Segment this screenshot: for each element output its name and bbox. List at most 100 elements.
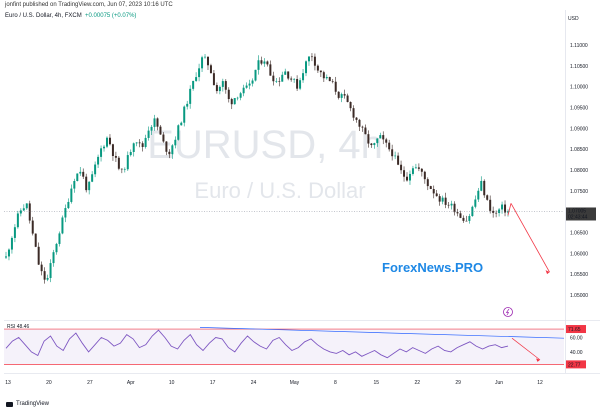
candle-body — [70, 188, 73, 202]
candle-body — [221, 81, 224, 87]
candle-body — [480, 180, 483, 191]
candle-body — [429, 186, 432, 190]
price-change: +0.00075 (+0.07%) — [85, 13, 137, 19]
rsi-trendline — [199, 326, 565, 339]
candle-body — [147, 130, 150, 138]
rsi-band — [4, 329, 564, 365]
candle-body — [73, 181, 76, 189]
candle-body — [394, 155, 397, 157]
candle-body — [444, 197, 447, 205]
candle-body — [117, 157, 120, 169]
price-tick-label: 1.05500 — [570, 272, 588, 278]
time-tick-label: 12 — [537, 380, 543, 386]
candle-body — [319, 70, 322, 73]
price-tick-label: 1.08000 — [570, 168, 588, 174]
tradingview-logo[interactable]: TradingView — [6, 401, 49, 407]
candle-body — [209, 65, 212, 74]
candle-body — [144, 137, 147, 147]
rsi-band-fill — [4, 329, 564, 365]
candle-body — [19, 210, 22, 214]
rsi-forecast-arrow — [511, 337, 541, 361]
candle-body — [114, 155, 117, 158]
candle-body — [94, 164, 97, 175]
rsi-level-label: 22.77 — [568, 362, 581, 368]
last-price-countdown: 02:43:44 — [568, 214, 588, 220]
candle-body — [224, 81, 227, 90]
candle-body — [299, 80, 302, 89]
candle-body — [260, 60, 263, 64]
candle-body — [305, 61, 308, 74]
candle-body — [85, 176, 88, 191]
candle-body — [52, 252, 55, 264]
candle-body — [25, 203, 28, 209]
candle-body — [340, 94, 343, 98]
candle-body — [7, 249, 10, 257]
watermark-symbol: EURUSD, 4h — [147, 123, 383, 167]
tv-logo-icon — [6, 401, 13, 407]
candle-body — [453, 203, 456, 213]
rsi-level-label: 71.65 — [568, 327, 581, 333]
candle-body — [364, 127, 367, 135]
axes: USD 1.11000 1.10500 1.10000 1.09500 1.09000 1.… — [4, 10, 600, 386]
candle-body — [325, 77, 328, 79]
candle-body — [103, 146, 106, 149]
rsi-level-badge — [566, 325, 586, 334]
candle-body — [379, 135, 382, 139]
time-tick-label: 8 — [334, 380, 337, 386]
candle-body — [174, 139, 177, 146]
candle-body — [322, 72, 325, 79]
candle-body — [165, 141, 168, 152]
price-tick-label: 1.08500 — [570, 147, 588, 153]
candle-body — [483, 180, 486, 196]
candle-body — [376, 138, 379, 144]
rsi-line — [5, 329, 509, 359]
watermark-name: Euro / U.S. Dollar — [194, 178, 365, 203]
candle-body — [397, 155, 400, 165]
forecast-arrow — [510, 203, 550, 273]
candle-body — [296, 79, 299, 89]
candle-body — [215, 85, 218, 92]
time-tick-label: 17 — [210, 380, 216, 386]
candle-body — [316, 65, 319, 71]
candle-body — [105, 137, 108, 147]
candle-body — [474, 199, 477, 207]
price-unit: USD — [568, 16, 579, 22]
candle-body — [123, 169, 126, 170]
candle-body — [100, 148, 103, 157]
time-tick-label: 20 — [46, 380, 52, 386]
candle-body — [49, 263, 52, 278]
candle-body — [307, 56, 310, 62]
candle-body — [135, 142, 138, 144]
candle-body — [198, 68, 201, 78]
time-tick-label: 22 — [414, 380, 420, 386]
price-tick-label: 1.05000 — [570, 293, 588, 299]
candle-body — [420, 168, 423, 172]
lightning-icon[interactable] — [503, 307, 513, 317]
time-tick-label: 15 — [374, 380, 380, 386]
candle-body — [501, 204, 504, 210]
candle-body — [76, 173, 79, 182]
candle-body — [435, 193, 438, 197]
candle-body — [406, 176, 409, 181]
symbol-line: Euro / U.S. Dollar, 4h, FXCM +0.00075 (+… — [5, 13, 136, 19]
candle-body — [230, 99, 233, 105]
candle-body — [245, 85, 248, 88]
candle-body — [349, 102, 352, 109]
candle-body — [272, 75, 275, 82]
candle-body — [195, 77, 198, 81]
brand-watermark: ForexNews.PRO — [382, 260, 483, 275]
candle-body — [343, 94, 346, 96]
candle-body — [269, 64, 272, 76]
candle-body — [251, 80, 254, 84]
candle-body — [22, 208, 25, 211]
candle-body — [28, 203, 31, 221]
candle-body — [64, 208, 67, 218]
candle-body — [462, 217, 465, 221]
candle-body — [111, 144, 114, 156]
candle-body — [403, 170, 406, 177]
candle-body — [266, 61, 269, 65]
rsi-level-badge — [566, 360, 586, 369]
candle-body — [129, 151, 132, 156]
candle-body — [456, 212, 459, 214]
